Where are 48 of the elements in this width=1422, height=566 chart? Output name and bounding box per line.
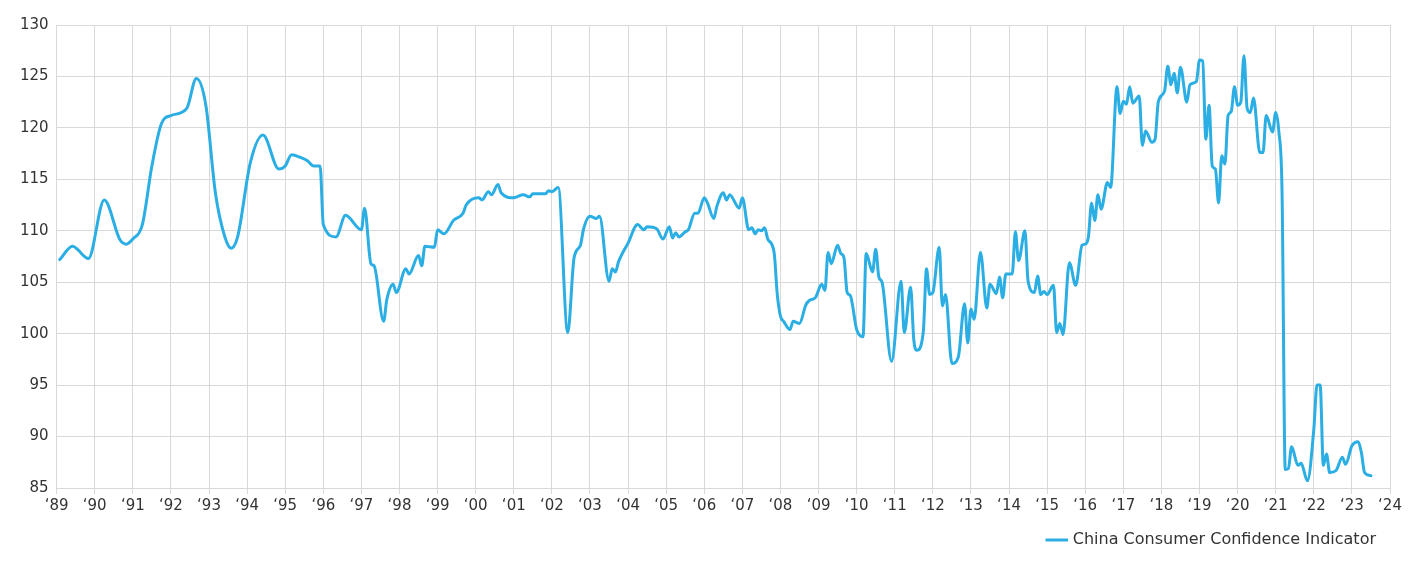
x-tick-label: ‘01	[501, 495, 526, 514]
x-tick-label: ‘98	[387, 495, 412, 514]
x-tick-label: ‘09	[806, 495, 831, 514]
x-tick-label: ‘08	[768, 495, 793, 514]
y-tick-label: 100	[19, 323, 49, 342]
x-tick-label: ‘93	[197, 495, 221, 514]
x-tick-label: ‘00	[463, 495, 488, 514]
x-tick-label: ‘15	[1035, 495, 1060, 514]
x-tick-label: ‘22	[1301, 495, 1326, 514]
y-tick-label: 85	[29, 477, 49, 496]
x-tick-label: ‘91	[120, 495, 145, 514]
x-tick-label: ‘14	[997, 495, 1021, 514]
x-tick-label: ‘06	[692, 495, 717, 514]
x-tick-label: ‘90	[82, 495, 107, 514]
x-tick-label: ‘05	[654, 495, 679, 514]
x-tick-label: ‘94	[235, 495, 260, 514]
y-tick-label: 125	[19, 66, 49, 85]
y-tick-label: 110	[19, 220, 49, 239]
x-tick-label: ‘92	[158, 495, 183, 514]
x-tick-label: ‘04	[616, 495, 640, 514]
x-tick-label: ‘95	[273, 495, 298, 514]
y-tick-label: 95	[29, 375, 49, 393]
x-tick-label: ‘19	[1187, 495, 1212, 514]
x-tick-label: ‘02	[539, 495, 564, 514]
legend-label: China Consumer Confidence Indicator	[1072, 529, 1377, 549]
line-series	[58, 54, 1373, 483]
x-tick-label: ‘89	[44, 495, 69, 514]
x-tick-label: ‘17	[1111, 495, 1136, 514]
x-tick-label: ‘21	[1263, 495, 1288, 514]
x-tick-label: ‘96	[311, 495, 336, 514]
y-tick-label: 115	[19, 169, 49, 188]
x-tick-label: ‘12	[920, 495, 945, 514]
y-tick-label: 130	[19, 14, 49, 33]
y-tick-label: 105	[19, 272, 49, 291]
x-tick-label: ‘97	[349, 495, 374, 514]
y-tick-label: 120	[19, 117, 49, 136]
x-tick-label: ‘10	[844, 495, 869, 514]
x-tick-label: ‘23	[1339, 495, 1364, 514]
x-tick-label: ‘13	[959, 495, 983, 514]
x-tick-label: ‘20	[1225, 495, 1250, 514]
x-tick-label: ‘11	[882, 495, 907, 514]
x-tick-label: ‘16	[1073, 495, 1098, 514]
x-tick-label: ‘24	[1378, 495, 1402, 514]
x-tick-label: ‘99	[425, 495, 450, 514]
x-tick-label: ‘07	[730, 495, 755, 514]
y-tick-label: 90	[29, 426, 49, 445]
x-tick-label: ‘18	[1149, 495, 1174, 514]
x-tick-label: ‘03	[578, 495, 602, 514]
